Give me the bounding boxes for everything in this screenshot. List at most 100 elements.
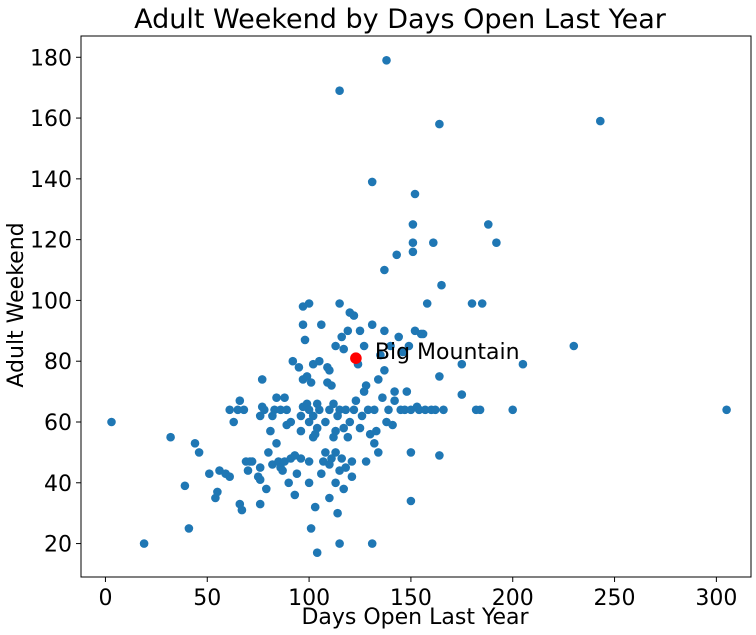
data-point [410, 189, 420, 199]
y-tick-label: 140 [30, 168, 72, 193]
x-tick-label: 300 [695, 586, 737, 611]
data-point [339, 344, 349, 354]
data-point [361, 457, 371, 466]
data-point [361, 381, 371, 390]
data-point [255, 499, 265, 509]
data-point [390, 396, 399, 406]
data-point [355, 326, 365, 336]
data-point [331, 341, 340, 351]
data-point [284, 478, 294, 488]
data-point [243, 466, 253, 475]
data-point [286, 417, 296, 427]
data-point [315, 405, 324, 415]
data-point [331, 448, 340, 457]
data-point [262, 484, 271, 494]
data-point [321, 417, 330, 427]
data-point [374, 448, 383, 457]
data-point [722, 405, 731, 415]
data-point [229, 417, 238, 427]
data-point [296, 411, 306, 421]
data-point [370, 405, 379, 415]
data-point [213, 487, 222, 497]
x-tick-label: 0 [98, 586, 112, 611]
x-axis-label: Days Open Last Year [301, 605, 529, 630]
y-tick-label: 60 [44, 411, 72, 436]
data-point [317, 320, 326, 330]
x-tick-label: 100 [288, 586, 330, 611]
data-point [327, 381, 336, 390]
data-point [327, 454, 336, 463]
data-point [255, 411, 265, 421]
data-point [288, 356, 298, 366]
y-tick-label: 100 [30, 289, 72, 314]
data-point [435, 119, 444, 129]
data-point [300, 335, 310, 345]
data-point [225, 405, 234, 415]
data-point [237, 505, 247, 515]
data-point [255, 463, 265, 472]
data-point [276, 405, 285, 415]
data-point [420, 405, 430, 415]
data-point [390, 387, 399, 396]
data-point [255, 475, 265, 485]
data-point [349, 311, 359, 320]
data-point [367, 539, 377, 548]
data-point [312, 548, 322, 557]
data-point [518, 359, 528, 369]
data-point [359, 341, 369, 351]
x-tick-label: 150 [390, 586, 432, 611]
data-point [351, 396, 361, 406]
highlight-layer: Big Mountain [350, 340, 520, 365]
data-point [398, 347, 408, 357]
y-tick-label: 180 [30, 46, 72, 71]
data-point [331, 426, 340, 436]
x-axis-ticks: 0 50 100 150 200 250 300 [98, 577, 737, 611]
data-point [508, 405, 517, 415]
data-point [408, 247, 418, 257]
data-point [225, 472, 234, 482]
data-point [294, 363, 304, 372]
data-point [382, 56, 391, 65]
data-point [325, 493, 334, 503]
data-point [302, 372, 312, 381]
y-tick-label: 20 [44, 533, 72, 558]
data-point [296, 454, 306, 463]
points-layer [107, 56, 731, 557]
plot-frame [80, 35, 752, 578]
data-point [357, 411, 367, 421]
data-point [272, 439, 281, 448]
data-point [477, 299, 487, 308]
data-point [304, 457, 314, 466]
data-point [437, 280, 446, 290]
data-point [335, 539, 344, 548]
data-point [272, 393, 281, 403]
data-point [431, 405, 440, 415]
data-point [370, 439, 379, 448]
data-point [298, 320, 308, 330]
data-point [484, 220, 493, 229]
data-point [347, 472, 357, 482]
data-point [239, 405, 249, 415]
data-point [329, 399, 338, 409]
data-point [139, 539, 149, 548]
y-tick-label: 80 [44, 350, 72, 375]
data-point [386, 341, 395, 351]
data-point [467, 299, 477, 308]
data-point [388, 420, 397, 430]
data-point [306, 378, 316, 387]
data-point [374, 375, 383, 384]
data-point [339, 423, 349, 433]
data-point [290, 490, 300, 500]
data-point [166, 432, 175, 442]
data-point [321, 448, 330, 457]
data-point [304, 478, 314, 488]
data-point [376, 350, 385, 360]
data-point [337, 454, 347, 463]
data-point [190, 439, 200, 448]
data-point [406, 448, 416, 457]
data-point [349, 405, 359, 415]
data-point [296, 426, 306, 436]
data-point [292, 469, 302, 479]
data-point [392, 250, 402, 260]
data-point [180, 481, 190, 491]
